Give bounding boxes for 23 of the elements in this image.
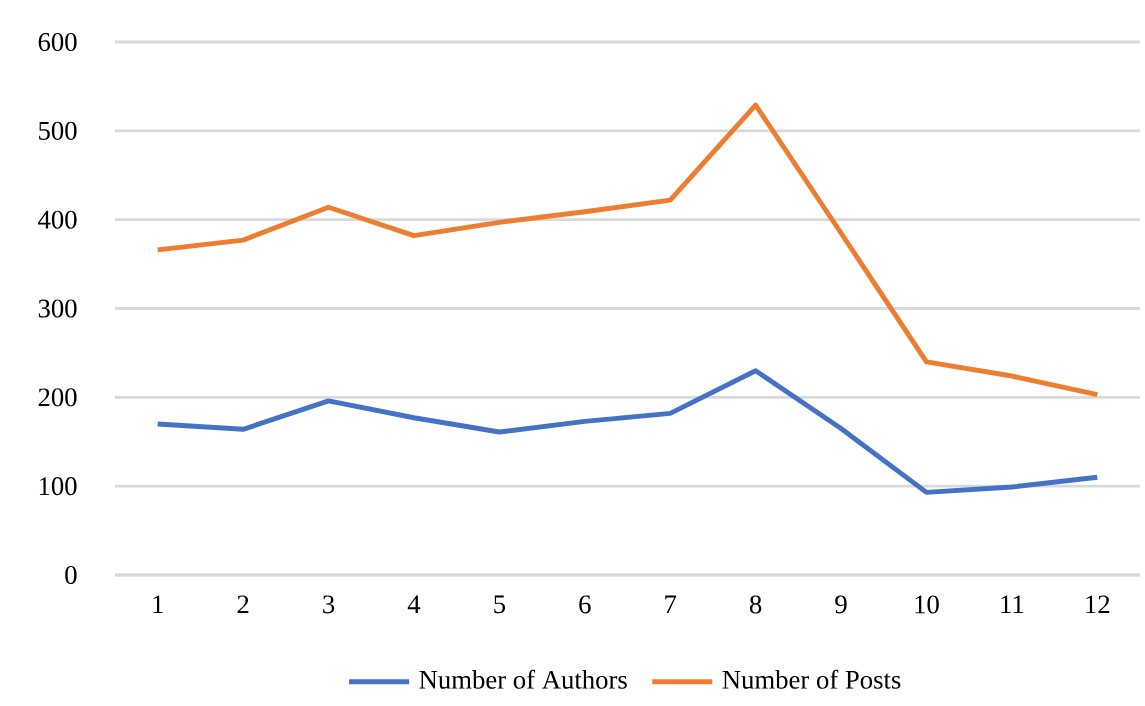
y-tick-label: 600 xyxy=(38,32,77,52)
x-tick-label: 2 xyxy=(237,595,249,614)
x-tick-label: 4 xyxy=(407,595,421,613)
y-tick-label: 500 xyxy=(39,121,77,140)
y-tick-label: 300 xyxy=(38,299,77,318)
line-series xyxy=(155,368,1100,495)
x-tick-label: 6 xyxy=(579,595,591,614)
legend-label: Number of Authors xyxy=(419,669,627,689)
y-tick-label: 100 xyxy=(39,477,77,496)
x-tick-label: 7 xyxy=(665,595,677,613)
y-tick-label: 400 xyxy=(38,210,77,229)
y-tick-label: 200 xyxy=(38,388,77,407)
legend-label: Number of Posts xyxy=(722,669,901,689)
x-tick-label: 1 xyxy=(153,595,163,614)
x-tick-label: 8 xyxy=(749,595,762,614)
x-tick-label: 11 xyxy=(1001,595,1024,614)
x-tick-label: 12 xyxy=(1086,595,1110,614)
x-tick-label: 10 xyxy=(915,595,939,614)
x-tick-label: 5 xyxy=(494,595,506,614)
x-tick-label: 3 xyxy=(323,595,335,614)
line-series xyxy=(155,102,1100,398)
y-tick-label: 0 xyxy=(65,565,77,585)
x-tick-label: 9 xyxy=(835,595,847,614)
